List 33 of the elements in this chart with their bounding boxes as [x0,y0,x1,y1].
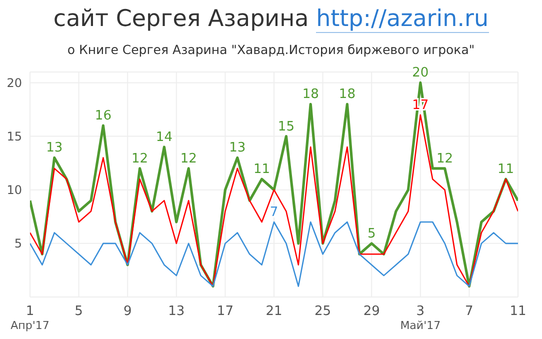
x-tick-label: 11 [510,304,526,319]
data-label: 18 [338,87,356,102]
x-tick-label: 7 [465,304,474,319]
data-label: 7 [270,205,278,220]
x-tick-label: 21 [266,304,282,319]
data-label: 20 [412,66,429,81]
x-tick-label: 1 Апр'17 [10,304,50,332]
x-tick-label: 13 [168,304,185,319]
data-label: 16 [94,108,112,124]
chart-title: сайт Сергея Азарина http://azarin.ru [52,6,490,33]
x-tick-label: 9 [123,304,132,319]
y-tick-label: 20 [6,76,22,90]
x-tick-label: 3 Май'17 [400,304,441,332]
data-label: 13 [229,140,246,156]
y-tick-label: 10 [6,183,22,198]
chart-subtitle: о Книге Сергея Азарина "Хавард.История биржевого игрока" [66,42,476,57]
x-tick-label: 25 [314,304,332,319]
data-label: 15 [278,119,294,134]
data-label: 13 [46,140,63,156]
data-label: 14 [156,130,172,145]
data-label: 5 [367,226,376,242]
data-label: 12 [132,151,148,166]
data-label: 12 [436,151,454,166]
data-label: 11 [498,162,514,178]
x-tick-label: 29 [363,304,380,319]
data-label: 12 [180,151,197,166]
x-tick-label: 17 [216,304,234,319]
x-tick-label: 5 [74,304,83,319]
y-tick-label: 5 [14,236,22,251]
data-label: 18 [302,87,319,102]
y-tick-label: 15 [6,130,22,144]
data-label: 11 [254,162,270,178]
line-series [30,221,518,287]
